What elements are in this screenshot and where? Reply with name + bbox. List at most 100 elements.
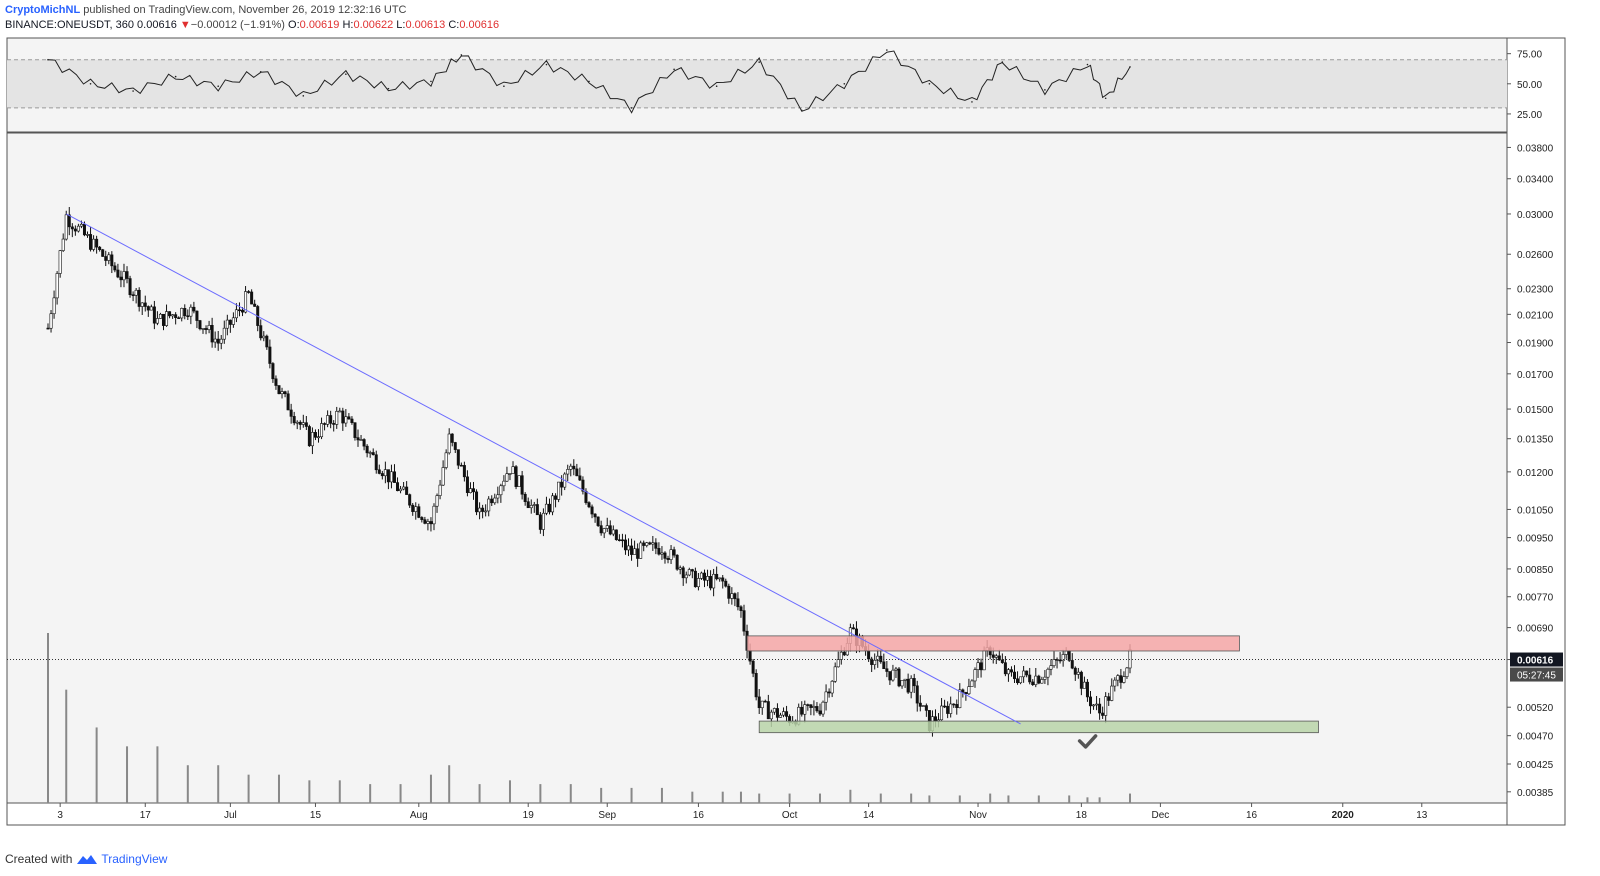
time-axis[interactable]	[6, 802, 1508, 826]
rsi-tick-label: 75.00	[1517, 50, 1542, 61]
support-zone[interactable]	[758, 720, 1319, 734]
candle-body	[283, 391, 287, 395]
candle-body	[110, 254, 114, 267]
price-pane[interactable]	[6, 132, 1508, 804]
candle-body	[557, 481, 561, 500]
rsi-point	[715, 85, 718, 88]
candle-body	[487, 498, 491, 512]
candle-body	[614, 529, 618, 540]
candle-body	[414, 506, 418, 512]
candle-body	[645, 542, 649, 546]
volume-bar	[758, 793, 761, 803]
candle-body	[122, 271, 126, 281]
candle-body	[344, 416, 348, 424]
candle-body	[1092, 704, 1096, 707]
price-tick-label: 0.02300	[1517, 285, 1554, 296]
author-link[interactable]: CryptoMichNL	[5, 4, 81, 16]
candle-body	[693, 570, 697, 588]
candle-body	[493, 497, 497, 504]
candle-body	[870, 658, 874, 665]
candle-body	[86, 234, 90, 236]
candle-body	[180, 308, 184, 319]
time-tick-label: Oct	[782, 810, 798, 821]
candle-body	[1122, 676, 1126, 683]
candle-body	[198, 320, 202, 330]
candle-body	[785, 711, 789, 717]
price-tick-label: 0.00850	[1517, 565, 1554, 576]
candle-body	[183, 308, 187, 317]
candle-body	[1022, 670, 1026, 678]
price-tick-label: 0.00770	[1517, 593, 1554, 604]
candle-body	[158, 313, 162, 319]
candle-body	[654, 542, 658, 549]
candle-body	[307, 426, 311, 447]
candle-body	[867, 650, 871, 660]
rsi-point	[800, 109, 803, 112]
candle-body	[657, 548, 661, 555]
resistance-zone[interactable]	[746, 635, 1240, 652]
rsi-tick-label: 25.00	[1517, 110, 1542, 121]
candle-body	[447, 433, 451, 454]
symbol-label[interactable]: BINANCE:ONEUSDT, 360	[5, 19, 134, 31]
candle-body	[696, 578, 700, 588]
candle-body	[359, 439, 363, 441]
volume-bar	[369, 784, 372, 803]
footer: Created with TradingView	[5, 852, 167, 866]
candle-body	[1125, 667, 1129, 677]
rsi-tick-label: 50.00	[1517, 80, 1542, 91]
candle-body	[502, 480, 506, 487]
candle-body	[882, 661, 886, 670]
volume-bar	[691, 791, 694, 803]
candle-body	[89, 234, 93, 250]
candle-body	[210, 325, 214, 343]
candle-body	[70, 226, 74, 230]
rsi-point	[387, 87, 390, 90]
volume-bar	[156, 746, 159, 803]
candle-body	[815, 706, 819, 712]
volume-bar	[910, 793, 913, 803]
time-tick-label: 2020	[1332, 810, 1355, 821]
candle-body	[879, 655, 883, 663]
candle-body	[551, 495, 555, 513]
candle-body	[572, 465, 576, 470]
countdown-label: 05:27:45	[1517, 671, 1556, 682]
candle-body	[386, 469, 390, 483]
candle-body	[706, 576, 710, 581]
candle-body	[399, 488, 403, 492]
price-tick-label: 0.00950	[1517, 534, 1554, 545]
candle-body	[146, 306, 150, 311]
candle-body	[842, 651, 846, 656]
candle-body	[821, 701, 825, 715]
candle-body	[897, 668, 901, 687]
candle-body	[55, 273, 59, 299]
triangle-down-icon: ▼	[179, 19, 191, 31]
candle-body	[924, 705, 928, 711]
candle-body	[383, 469, 387, 477]
candle-body	[1016, 678, 1020, 684]
candle-body	[757, 696, 761, 709]
volume-bar	[600, 787, 603, 803]
candle-body	[596, 516, 600, 526]
price-axis[interactable]	[1506, 37, 1566, 826]
candle-body	[1003, 662, 1007, 675]
candle-body	[675, 554, 679, 570]
last-price-tag	[1510, 652, 1563, 667]
tradingview-brand-link[interactable]: TradingView	[101, 852, 168, 866]
candle-body	[1085, 681, 1089, 698]
candle-body	[1034, 675, 1038, 686]
candle-body	[1119, 675, 1123, 683]
candle-body	[636, 548, 640, 559]
time-tick-label: Jul	[224, 810, 237, 821]
candle-body	[472, 488, 476, 493]
candle-body	[909, 678, 913, 693]
candle-body	[590, 506, 594, 515]
price-tick-label: 0.01700	[1517, 370, 1554, 381]
candle-body	[900, 680, 904, 687]
rsi-point	[928, 82, 931, 85]
candle-body	[946, 705, 950, 714]
trendline[interactable]	[66, 213, 1021, 725]
candle-body	[389, 471, 393, 483]
rsi-point	[1104, 97, 1107, 100]
candle-body	[231, 317, 235, 325]
